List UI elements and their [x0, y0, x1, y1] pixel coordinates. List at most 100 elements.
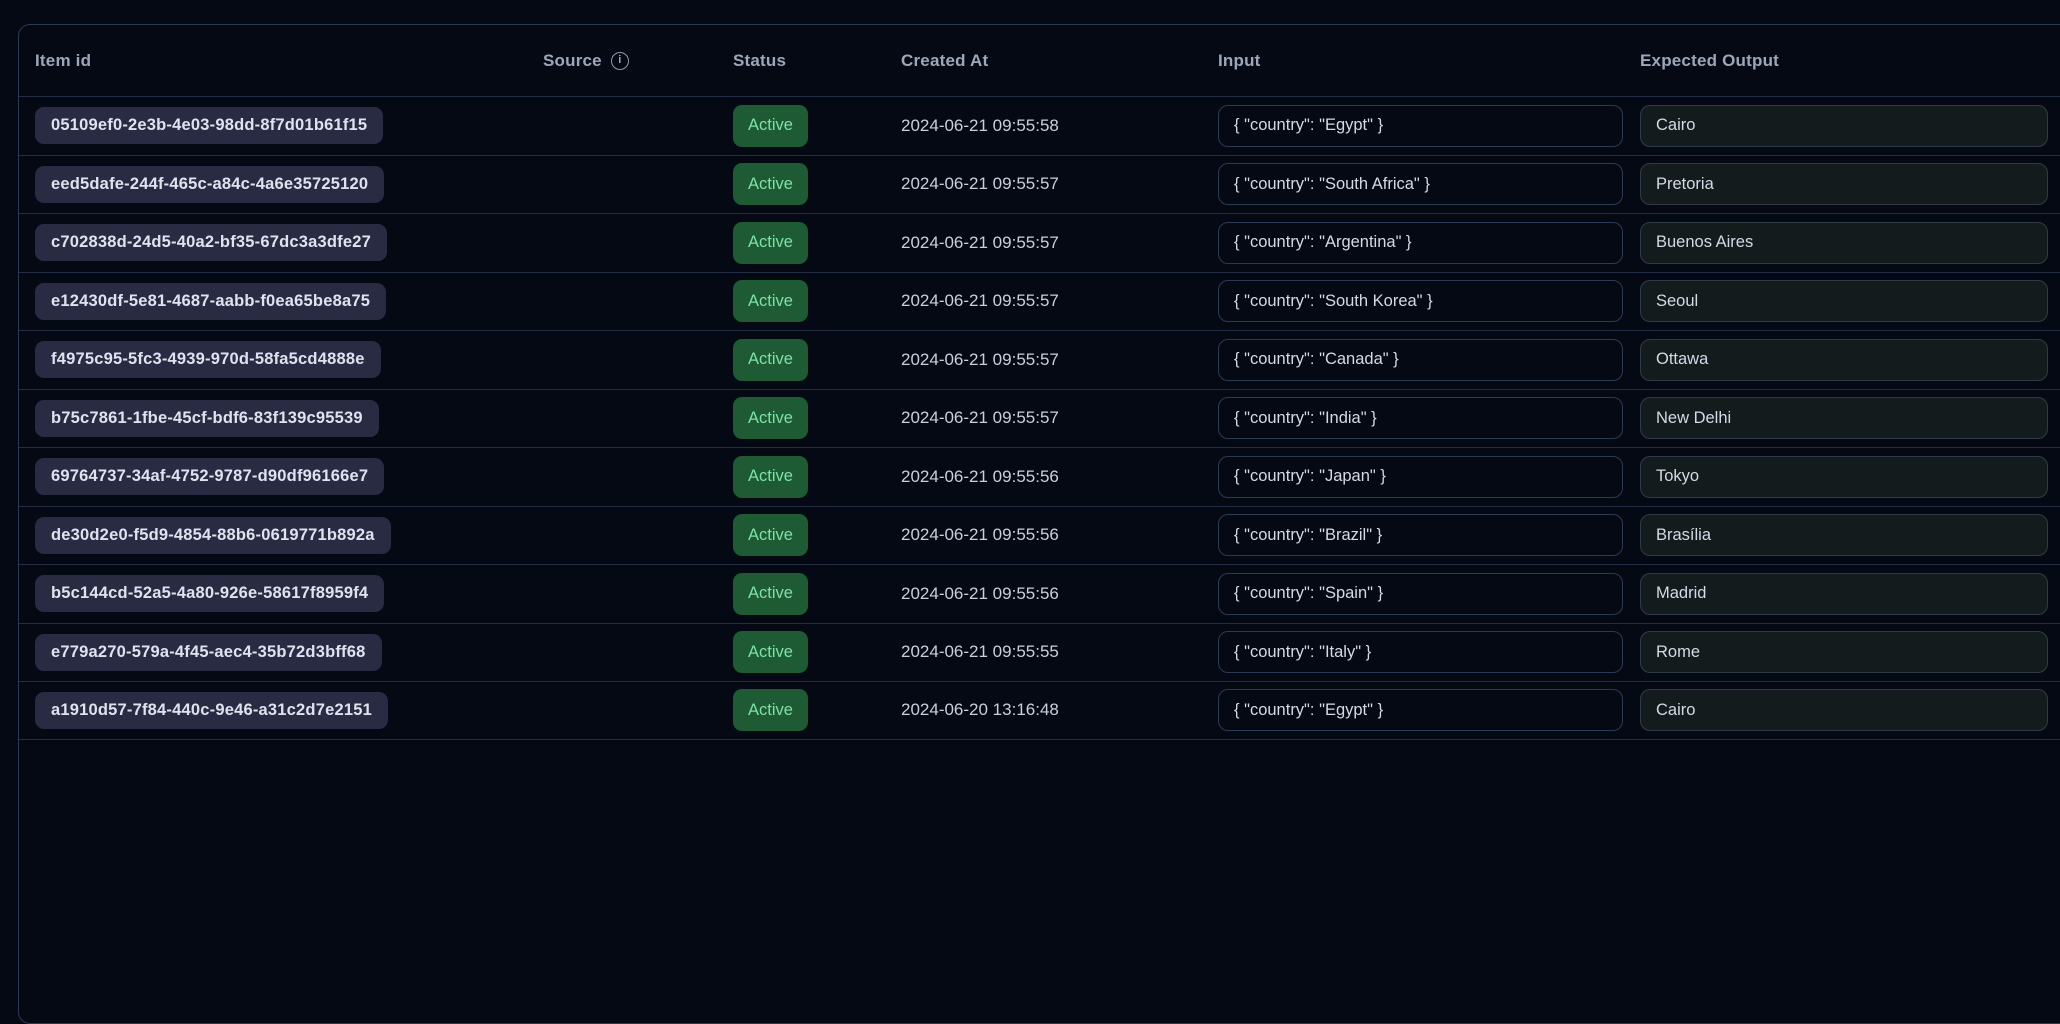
col-header-input: Input — [1202, 51, 1624, 71]
created-at-cell: 2024-06-21 09:55:57 — [901, 349, 1059, 369]
col-header-created-at-label: Created At — [901, 50, 989, 70]
input-value-box: { "country": "Brazil" } — [1218, 514, 1623, 557]
expected-output-cell: Pretoria — [1624, 156, 2060, 214]
created-at-cell: 2024-06-21 09:55:56 — [901, 583, 1059, 603]
item-id-cell: c702838d-24d5-40a2-bf35-67dc3a3dfe27 — [19, 214, 527, 272]
status-cell: Active — [717, 97, 885, 155]
col-header-source: Source i — [527, 51, 717, 71]
source-cell — [527, 97, 717, 155]
item-id-cell: a1910d57-7f84-440c-9e46-a31c2d7e2151 — [19, 682, 527, 739]
source-cell — [527, 156, 717, 214]
expected-output-box: Tokyo — [1640, 455, 2048, 498]
input-cell: { "country": "Canada" } — [1202, 331, 1624, 389]
table-row[interactable]: b5c144cd-52a5-4a80-926e-58617f8959f4 Act… — [19, 564, 2060, 623]
expected-output-cell: Brasília — [1624, 507, 2060, 565]
input-value-box: { "country": "Argentina" } — [1218, 221, 1623, 264]
input-value-box: { "country": "Egypt" } — [1218, 689, 1623, 732]
expected-output-cell: Buenos Aires — [1624, 214, 2060, 272]
table-row[interactable]: e779a270-579a-4f45-aec4-35b72d3bff68 Act… — [19, 622, 2060, 682]
item-id-pill[interactable]: f4975c95-5fc3-4939-970d-58fa5cd4888e — [35, 341, 381, 379]
source-cell — [527, 214, 717, 272]
item-id-pill[interactable]: de30d2e0-f5d9-4854-88b6-0619771b892a — [35, 516, 391, 554]
item-id-pill[interactable]: eed5dafe-244f-465c-a84c-4a6e35725120 — [35, 165, 385, 203]
source-cell — [527, 390, 717, 448]
table-body: 05109ef0-2e3b-4e03-98dd-8f7d01b61f15 Act… — [19, 96, 2060, 740]
item-id-pill[interactable]: c702838d-24d5-40a2-bf35-67dc3a3dfe27 — [35, 224, 387, 262]
created-at-cell: 2024-06-21 09:55:56 — [901, 525, 1059, 545]
source-cell — [527, 565, 717, 623]
source-cell — [527, 624, 717, 682]
status-badge: Active — [733, 163, 808, 206]
expected-output-cell: Tokyo — [1624, 448, 2060, 506]
expected-output-box: Rome — [1640, 631, 2048, 674]
expected-output-box: Cairo — [1640, 689, 2048, 732]
info-icon[interactable]: i — [610, 51, 629, 70]
status-badge: Active — [733, 572, 808, 615]
expected-output-cell: Cairo — [1624, 97, 2060, 155]
col-header-item-id: Item id — [19, 51, 527, 71]
table-row[interactable]: c702838d-24d5-40a2-bf35-67dc3a3dfe27 Act… — [19, 213, 2060, 272]
input-cell: { "country": "Brazil" } — [1202, 507, 1624, 565]
input-value-box: { "country": "Spain" } — [1218, 572, 1623, 615]
expected-output-box: Cairo — [1640, 104, 2048, 147]
col-header-status-label: Status — [733, 50, 787, 70]
expected-output-cell: Madrid — [1624, 565, 2060, 623]
input-cell: { "country": "Spain" } — [1202, 565, 1624, 623]
item-id-cell: b5c144cd-52a5-4a80-926e-58617f8959f4 — [19, 565, 527, 623]
item-id-pill[interactable]: e779a270-579a-4f45-aec4-35b72d3bff68 — [35, 633, 382, 671]
created-at-cell: 2024-06-21 09:55:57 — [901, 408, 1059, 428]
status-badge: Active — [733, 221, 808, 264]
expected-output-box: Brasília — [1640, 514, 2048, 557]
created-at-cell: 2024-06-21 09:55:57 — [901, 174, 1059, 194]
created-at-cell: 2024-06-21 09:55:57 — [901, 232, 1059, 252]
expected-output-cell: Rome — [1624, 624, 2060, 682]
item-id-pill[interactable]: 05109ef0-2e3b-4e03-98dd-8f7d01b61f15 — [35, 107, 384, 145]
table-row[interactable]: a1910d57-7f84-440c-9e46-a31c2d7e2151 Act… — [19, 681, 2060, 740]
table-row[interactable]: 05109ef0-2e3b-4e03-98dd-8f7d01b61f15 Act… — [19, 96, 2060, 155]
col-header-expected-output-label: Expected Output — [1640, 50, 1780, 70]
col-header-expected-output: Expected Output — [1624, 51, 2060, 71]
status-badge: Active — [733, 631, 808, 674]
expected-output-cell: Ottawa — [1624, 331, 2060, 389]
input-cell: { "country": "India" } — [1202, 390, 1624, 448]
input-cell: { "country": "South Africa" } — [1202, 156, 1624, 214]
input-value-box: { "country": "India" } — [1218, 397, 1623, 440]
created-at-cell: 2024-06-21 09:55:55 — [901, 642, 1059, 662]
item-id-pill[interactable]: a1910d57-7f84-440c-9e46-a31c2d7e2151 — [35, 691, 388, 729]
expected-output-box: New Delhi — [1640, 397, 2048, 440]
expected-output-box: Ottawa — [1640, 338, 2048, 381]
table-row[interactable]: f4975c95-5fc3-4939-970d-58fa5cd4888e Act… — [19, 330, 2060, 389]
table-row[interactable]: e12430df-5e81-4687-aabb-f0ea65be8a75 Act… — [19, 271, 2060, 331]
status-badge: Active — [733, 455, 808, 498]
item-id-pill[interactable]: b75c7861-1fbe-45cf-bdf6-83f139c95539 — [35, 399, 379, 437]
item-id-cell: 69764737-34af-4752-9787-d90df96166e7 — [19, 448, 527, 506]
item-id-pill[interactable]: 69764737-34af-4752-9787-d90df96166e7 — [35, 458, 385, 496]
status-cell: Active — [717, 390, 885, 448]
expected-output-box: Pretoria — [1640, 163, 2048, 206]
source-cell — [527, 273, 717, 331]
status-badge: Active — [733, 338, 808, 381]
status-cell: Active — [717, 565, 885, 623]
table-row[interactable]: de30d2e0-f5d9-4854-88b6-0619771b892a Act… — [19, 505, 2060, 565]
created-at-cell: 2024-06-20 13:16:48 — [901, 700, 1059, 720]
created-at-cell: 2024-06-21 09:55:57 — [901, 291, 1059, 311]
col-header-item-id-label: Item id — [35, 50, 92, 70]
table-row[interactable]: eed5dafe-244f-465c-a84c-4a6e35725120 Act… — [19, 154, 2060, 214]
expected-output-box: Seoul — [1640, 280, 2048, 323]
table-row[interactable]: b75c7861-1fbe-45cf-bdf6-83f139c95539 Act… — [19, 388, 2060, 448]
input-cell: { "country": "Italy" } — [1202, 624, 1624, 682]
input-value-box: { "country": "Italy" } — [1218, 631, 1623, 674]
source-cell — [527, 682, 717, 739]
item-id-pill[interactable]: b5c144cd-52a5-4a80-926e-58617f8959f4 — [35, 575, 385, 613]
status-cell: Active — [717, 624, 885, 682]
item-id-pill[interactable]: e12430df-5e81-4687-aabb-f0ea65be8a75 — [35, 282, 387, 320]
table-row[interactable]: 69764737-34af-4752-9787-d90df96166e7 Act… — [19, 447, 2060, 506]
status-cell: Active — [717, 507, 885, 565]
item-id-cell: f4975c95-5fc3-4939-970d-58fa5cd4888e — [19, 331, 527, 389]
status-cell: Active — [717, 273, 885, 331]
item-id-cell: e12430df-5e81-4687-aabb-f0ea65be8a75 — [19, 273, 527, 331]
status-cell: Active — [717, 448, 885, 506]
status-cell: Active — [717, 331, 885, 389]
item-id-cell: eed5dafe-244f-465c-a84c-4a6e35725120 — [19, 156, 527, 214]
input-cell: { "country": "Egypt" } — [1202, 682, 1624, 739]
